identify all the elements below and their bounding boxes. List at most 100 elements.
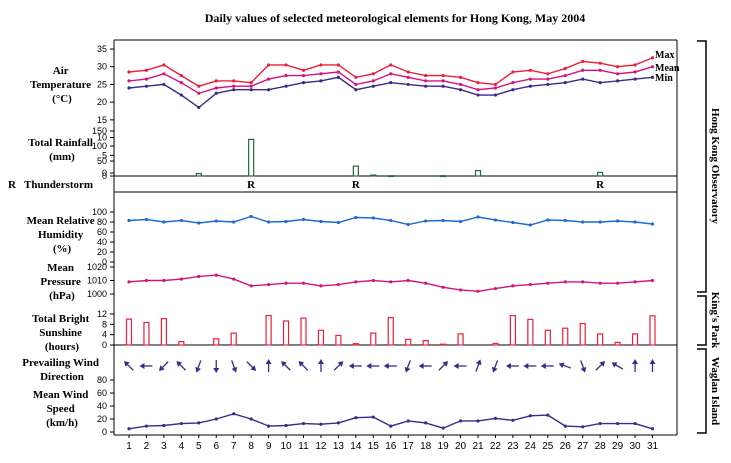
- humidity-line-point: [546, 218, 550, 222]
- wind-speed-axis-tick-label: 60: [97, 388, 107, 398]
- wind-arrow-head: [366, 363, 372, 369]
- sunshine-bar: [335, 334, 342, 346]
- wind-arrow-head: [348, 363, 354, 369]
- humidity-axis-tick-label: 100: [92, 207, 107, 217]
- sunshine-bar: [300, 317, 307, 346]
- pressure-axis-tick-label: 1000: [87, 289, 107, 299]
- wind-arrow-head: [124, 361, 130, 367]
- sunshine-bar: [492, 342, 499, 346]
- humidity-line-point: [179, 218, 183, 223]
- temp-mean-line: [128, 66, 653, 95]
- wind-speed-axis-tick-label: 20: [97, 414, 107, 424]
- wind-speed-axis-tick-label: 80: [97, 375, 107, 385]
- temp-min-line-point: [493, 93, 498, 97]
- pressure-line-point: [546, 281, 550, 285]
- wind-arrow-head: [158, 365, 165, 371]
- wind-direction-arrow: [158, 361, 169, 371]
- sunshine-bar: [370, 332, 377, 346]
- thunderstorm-symbol-legend: R: [8, 179, 17, 191]
- humidity-line-point: [424, 219, 428, 223]
- wind-direction-arrow: [475, 359, 482, 372]
- temp-min-line-point: [406, 82, 410, 87]
- pressure-line-point: [441, 285, 445, 289]
- day-tick-label: 5: [196, 441, 202, 452]
- temp-max-line-point: [616, 65, 620, 69]
- temp-mean-line-point: [179, 81, 183, 85]
- temp-mean-line-point: [354, 82, 358, 87]
- wind-arrow-head: [540, 363, 546, 369]
- sunshine-bar: [579, 322, 586, 346]
- pressure-line-point: [458, 288, 463, 292]
- humidity-line-point: [528, 223, 532, 227]
- humidity-line-point: [406, 222, 410, 227]
- wind-arrow-head: [337, 361, 344, 367]
- humidity-line-point: [441, 218, 445, 223]
- day-tick-label: 31: [647, 441, 659, 452]
- sunshine-bar: [230, 332, 237, 346]
- temp-max-line-point: [301, 68, 306, 72]
- temp-mean-line-point: [214, 86, 218, 90]
- pressure-line-point: [319, 284, 323, 288]
- sunshine-bar: [527, 318, 534, 346]
- wind-direction-arrow: [139, 363, 153, 369]
- pressure-line-point: [511, 284, 515, 288]
- chart-title: Daily values of selected meteorological …: [205, 11, 586, 25]
- wind-arrow-head: [558, 362, 565, 369]
- humidity-axis-tick-label: 0: [102, 257, 107, 267]
- temp-mean-line-point: [389, 72, 393, 76]
- temp-min-line-point: [284, 84, 288, 88]
- humidity-line-point: [336, 220, 340, 225]
- wind-arrow-head: [213, 368, 220, 373]
- pressure-line-point: [650, 278, 655, 283]
- humidity-line-point: [301, 217, 306, 222]
- temp-mean-line-point: [598, 68, 602, 72]
- sunshine-label: Total Bright Sunshine (hours): [32, 313, 92, 353]
- sunshine-axis-tick-label: 8: [102, 319, 107, 329]
- wind-speed-line-point: [424, 421, 428, 425]
- wind-arrow-head: [475, 359, 482, 366]
- wind-direction-arrow: [595, 361, 606, 371]
- pressure-line-point: [424, 281, 428, 285]
- humidity-axis-tick-label: 60: [97, 227, 107, 237]
- temp-min-line-point: [232, 88, 236, 92]
- wind-direction-arrow: [383, 363, 397, 369]
- wind-direction-arrow: [491, 360, 499, 373]
- sunshine-bar: [282, 320, 290, 346]
- thunderstorm-mark: R: [247, 179, 256, 191]
- humidity-line-point: [476, 215, 480, 219]
- station-waglan: Waglan Island: [709, 357, 721, 425]
- pressure-line-point: [127, 280, 131, 284]
- temp-min-line-point: [197, 105, 201, 110]
- day-tick-label: 16: [385, 441, 397, 452]
- temp-axis-tick-label: 35: [97, 44, 107, 54]
- wind-arrow-head: [298, 361, 305, 367]
- temp-mean-line-point: [616, 72, 620, 76]
- day-tick-label: 15: [368, 441, 380, 452]
- temp-mean-line-point: [406, 75, 410, 79]
- day-tick-label: 26: [560, 441, 572, 452]
- thunderstorm-label: Thunderstorm: [24, 179, 93, 191]
- day-tick-label: 13: [333, 441, 345, 452]
- temp-max-line-point: [284, 63, 288, 67]
- humidity-axis-tick-label: 20: [97, 247, 107, 257]
- temp-axis-tick-label: 0: [102, 168, 107, 178]
- temp-max-line-point: [528, 68, 532, 72]
- wind-direction-arrow: [611, 362, 624, 370]
- wind-direction-arrow: [317, 359, 324, 372]
- wind-arrow-head: [265, 359, 272, 364]
- temp-max-line-point: [214, 79, 218, 83]
- day-tick-label: 9: [266, 441, 272, 452]
- temp-mean-line-point: [232, 84, 236, 88]
- sunshine-bar: [213, 338, 220, 346]
- temp-max-line-point: [249, 81, 253, 85]
- thunderstorm-mark: R: [352, 179, 361, 191]
- temp-axis-tick-label: 20: [97, 97, 107, 107]
- temp-mean-line-point: [581, 68, 585, 72]
- rainfall-label: Total Rainfall (mm): [28, 137, 95, 163]
- pressure-line-point: [144, 278, 149, 283]
- station-observatory: Hong Kong Observatory: [709, 108, 721, 225]
- temp-max-line-point: [424, 73, 428, 78]
- wind-speed-line-point: [144, 424, 149, 428]
- wind-arrow-head: [404, 366, 411, 373]
